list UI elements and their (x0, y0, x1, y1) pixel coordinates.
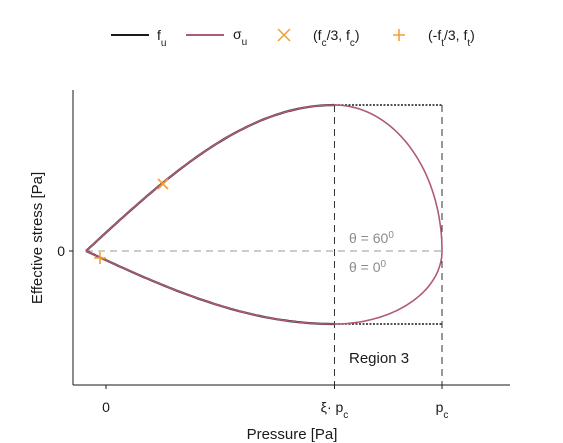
legend-label-fu: fu (157, 27, 166, 49)
legend: fu σu (fc/3, fc) (-ft/3, ft) (111, 26, 475, 49)
point-markers (94, 178, 169, 264)
series-sigma-u (85, 104, 443, 325)
legend-swatch-ft (393, 29, 405, 41)
marker-ft (94, 252, 106, 264)
x-axis-label: Pressure [Pa] (247, 426, 338, 443)
axes: 0 ξ· pc pc 0 Pressure [Pa] Effective stress [… (29, 90, 510, 443)
legend-swatch-fc (277, 28, 291, 42)
x-tick-label-1: ξ· pc (321, 399, 349, 421)
y-axis-label: Effective stress [Pa] (29, 172, 46, 304)
legend-label-ft: (-ft/3, ft) (428, 27, 475, 49)
annotation-theta-0: θ = 00 (349, 259, 387, 276)
guide-lines (86, 104, 443, 385)
x-tick-label-2: pc (436, 399, 449, 421)
marker-fc (157, 178, 169, 190)
legend-label-fc: (fc/3, fc) (313, 27, 360, 49)
annotation-region-3: Region 3 (349, 350, 409, 367)
series-fu (85, 103, 335, 326)
y-tick-label-0: 0 (57, 243, 65, 259)
x-tick-label-0: 0 (102, 399, 110, 415)
annotations: θ = 600 θ = 00 Region 3 (349, 230, 409, 368)
annotation-theta-60: θ = 600 (349, 230, 394, 247)
yield-curves (85, 103, 443, 326)
legend-label-sigma-u: σu (233, 26, 247, 48)
